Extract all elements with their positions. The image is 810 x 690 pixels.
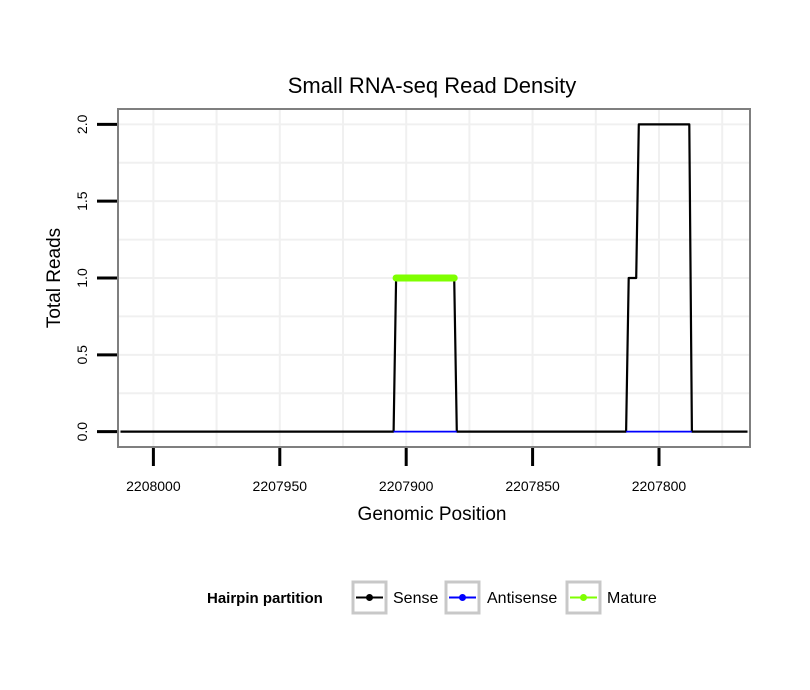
legend-key-point bbox=[366, 594, 373, 601]
legend-item-antisense: Antisense bbox=[444, 580, 557, 615]
y-axis-title: Total Reads bbox=[44, 228, 65, 328]
legend-item-sense: Sense bbox=[351, 580, 438, 615]
legend-key-point bbox=[459, 594, 466, 601]
y-axis: 0.0 0.5 1.0 1.5 2.0 bbox=[74, 114, 117, 441]
series-layer bbox=[120, 123, 748, 433]
x-axis: 2208000 2207950 2207900 2207850 2207800 bbox=[126, 448, 686, 494]
y-tick-label: 2.0 bbox=[74, 114, 90, 134]
legend-label: Antisense bbox=[487, 590, 557, 607]
x-axis-title: Genomic Position bbox=[358, 504, 507, 525]
plot-border bbox=[117, 108, 751, 448]
legend-label: Mature bbox=[607, 590, 657, 607]
x-tick-label: 2207950 bbox=[253, 478, 308, 494]
y-tick-label: 1.5 bbox=[74, 191, 90, 211]
y-tick-label: 0.5 bbox=[74, 345, 90, 365]
legend: Hairpin partition Sense Antisense Mature bbox=[207, 580, 657, 615]
x-tick-label: 2207900 bbox=[379, 478, 434, 494]
y-tick-label: 0.0 bbox=[74, 422, 90, 442]
y-tick-label: 1.0 bbox=[74, 268, 90, 288]
legend-keys: Sense Antisense Mature bbox=[351, 580, 657, 615]
legend-key-point bbox=[580, 594, 587, 601]
x-tick-label: 2208000 bbox=[126, 478, 181, 494]
legend-item-mature: Mature bbox=[565, 580, 657, 615]
x-tick-label: 2207850 bbox=[505, 478, 560, 494]
chart-title: Small RNA-seq Read Density bbox=[288, 73, 577, 98]
legend-label: Sense bbox=[393, 590, 438, 607]
legend-title: Hairpin partition bbox=[207, 590, 323, 607]
series-sense-line bbox=[120, 123, 748, 433]
x-tick-label: 2207800 bbox=[632, 478, 687, 494]
